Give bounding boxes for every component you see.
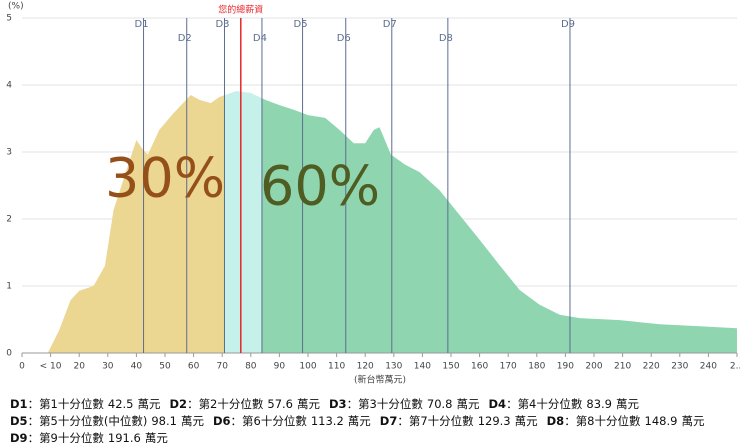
legend-separator: ： [347,397,359,411]
x-tick-label: 40 [131,362,143,372]
legend-unit: 萬元 [297,397,320,411]
y-tick-label: 4 [6,81,12,91]
legend-name: D9 [10,431,28,443]
legend-desc: 第2十分位數 [199,397,264,411]
legend-unit: 萬元 [348,414,371,428]
x-tick-label: 80 [245,362,257,372]
decile-label: D6 [337,33,351,44]
y-tick-label: 3 [6,148,12,158]
legend-value: 70.8 [427,397,453,411]
distribution-area [47,91,738,353]
decile-label: D9 [561,19,575,30]
legend-value: 148.9 [645,414,678,428]
x-tick-label: 30 [102,362,114,372]
legend-separator: ： [28,414,40,428]
legend-desc: 第4十分位數 [518,397,583,411]
x-tick-label: 180 [528,362,545,372]
legend-separator: ： [187,397,199,411]
legend-desc: 第7十分位數 [409,414,474,428]
legend-value: 129.3 [478,414,511,428]
x-tick-label: 20 [73,362,85,372]
legend-unit: 萬元 [145,431,168,443]
legend-name: D8 [547,414,565,428]
legend-name: D7 [380,414,398,428]
legend-desc: 第5十分位數(中位數) [39,414,147,428]
x-tick-label: < 10 [40,362,62,372]
x-tick-label: 230 [671,362,688,372]
legend-desc: 第1十分位數 [39,397,104,411]
legend-name: D1 [10,397,28,411]
legend-value: 191.6 [108,431,141,443]
legend-row: D5：第5十分位數(中位數) 98.1 萬元 D6：第6十分位數 113.2 萬元 D7：第… [10,414,705,428]
y-tick-label: 2 [6,215,12,225]
decile-label: D5 [294,19,308,30]
legend-desc: 第9十分位數 [39,431,104,443]
legend-desc: 第3十分位數 [358,397,423,411]
x-tick-label: 60 [188,362,200,372]
x-tick-label: 210 [614,362,631,372]
x-tick-label: 100 [299,362,316,372]
legend-separator: ： [231,414,243,428]
legend-separator: ： [397,414,409,428]
legend-row: D9：第9十分位數 191.6 萬元 [10,431,168,443]
legend-unit: 萬元 [457,397,480,411]
legend-desc: 第6十分位數 [242,414,307,428]
legend-separator: ： [506,397,518,411]
x-tick-label: 220 [643,362,660,372]
y-tick-label: 1 [6,282,12,292]
y-tick-label: 0 [6,349,12,359]
legend-name: D4 [489,397,507,411]
x-tick-label: 200 [585,362,602,372]
x-tick-label: 190 [557,362,574,372]
legend-name: D6 [213,414,231,428]
share-annotation: 60% [260,155,380,218]
legend-value: 113.2 [311,414,344,428]
x-tick-label: 90 [274,362,286,372]
x-tick-label: 0 [19,362,25,372]
legend-unit: 萬元 [181,414,204,428]
legend-value: 57.6 [267,397,293,411]
legend-value: 83.9 [586,397,612,411]
y-axis-label: (%) [8,2,24,12]
legend-name: D2 [170,397,188,411]
x-tick-label: 110 [328,362,345,372]
legend-unit: 萬元 [681,414,704,428]
x-tick-label: 160 [471,362,488,372]
x-tick-label: 240 [700,362,717,372]
x-tick-label: 170 [500,362,517,372]
decile-label: D7 [383,19,397,30]
legend-value: 98.1 [151,414,177,428]
legend-name: D3 [329,397,347,411]
legend-value: 42.5 [108,397,134,411]
x-tick-label: 2... [730,362,740,372]
y-tick-label: 5 [6,14,12,24]
decile-label: D1 [135,19,149,30]
legend-unit: 萬元 [138,397,161,411]
decile-label: D2 [178,33,192,44]
x-tick-label: 70 [216,362,228,372]
legend-unit: 萬元 [616,397,639,411]
x-tick-label: 130 [385,362,402,372]
decile-label: D4 [253,33,267,44]
x-tick-label: 150 [442,362,459,372]
salary-marker-label: 您的總薪資 [218,4,263,16]
legend-desc: 第8十分位數 [576,414,641,428]
legend-row: D1：第1十分位數 42.5 萬元 D2：第2十分位數 57.6 萬元 D3：第3十分位數 7… [10,397,639,411]
x-tick-label: 120 [357,362,374,372]
x-tick-label: 50 [159,362,171,372]
decile-label: D8 [439,33,453,44]
legend-name: D5 [10,414,28,428]
x-tick-label: 140 [414,362,431,372]
share-annotation: 30% [105,147,225,210]
x-axis-label: (新台幣萬元) [354,374,406,386]
decile-label: D3 [215,19,229,30]
legend-separator: ： [28,431,40,443]
legend-unit: 萬元 [515,414,538,428]
legend-separator: ： [28,397,40,411]
legend-separator: ： [564,414,576,428]
